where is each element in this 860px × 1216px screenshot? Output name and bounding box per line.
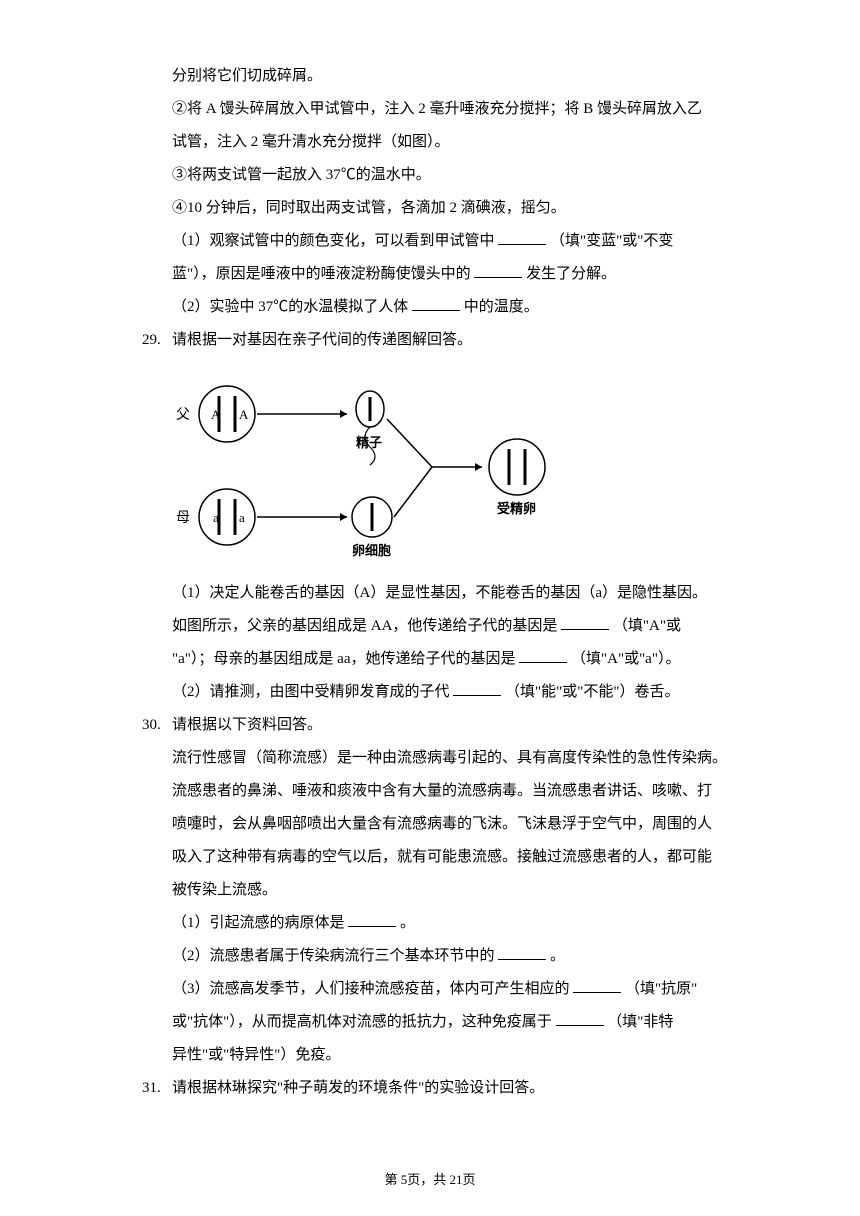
- egg-label: 卵细胞: [352, 543, 391, 558]
- question-29: 29. 请根据一对基因在亲子代间的传递图解回答。: [90, 324, 770, 357]
- text-line: ④10 分钟后，同时取出两支试管，各滴加 2 滴碘液，摇匀。: [172, 192, 770, 225]
- text-line: 流行性感冒（简称流感）是一种由流感病毒引起的、具有高度传染性的急性传染病。: [172, 742, 770, 775]
- allele-a: a: [239, 510, 245, 525]
- sperm-label: 精子: [356, 435, 382, 450]
- fill-blank: [561, 615, 609, 630]
- father-label: 父: [176, 408, 190, 423]
- text-line: 分别将它们切成碎屑。: [172, 60, 770, 93]
- text-span: （填"A"或"a"）。: [567, 651, 680, 667]
- text-span: （填"非特: [604, 1014, 674, 1030]
- question-text: 请根据林琳探究"种子萌发的环境条件"的实验设计回答。: [172, 1072, 770, 1105]
- question-31: 31. 请根据林琳探究"种子萌发的环境条件"的实验设计回答。: [90, 1072, 770, 1105]
- text-line: ③将两支试管一起放入 37℃的温水中。: [172, 159, 770, 192]
- text-line: 蓝"），原因是唾液中的唾液淀粉酶使馒头中的 发生了分解。: [172, 258, 770, 291]
- question-text: 请根据以下资料回答。: [172, 709, 770, 742]
- text-span: （填"抗原": [621, 981, 697, 997]
- fill-blank: [348, 912, 396, 927]
- text-line: （1）引起流感的病原体是 。: [172, 907, 770, 940]
- text-span: （填"能"或"不能"）卷舌。: [501, 684, 679, 700]
- page-content: 分别将它们切成碎屑。 ②将 A 馒头碎屑放入甲试管中，注入 2 毫升唾液充分搅拌…: [90, 60, 770, 1105]
- genetics-diagram: A A 父 精子 a a 母 卵细胞: [172, 369, 770, 569]
- allele-a: a: [213, 510, 219, 525]
- fill-blank: [573, 978, 621, 993]
- text-span: 或"抗体"），从而提高机体对流感的抵抗力，这种免疫属于: [172, 1014, 556, 1030]
- text-span: （填"变蓝"或"不变: [546, 233, 673, 249]
- fill-blank: [412, 296, 460, 311]
- text-line: （2）实验中 37℃的水温模拟了人体 中的温度。: [172, 291, 770, 324]
- fill-blank: [556, 1011, 604, 1026]
- text-line: ②将 A 馒头碎屑放入甲试管中，注入 2 毫升唾液充分搅拌；将 B 馒头碎屑放入…: [172, 93, 770, 126]
- text-line: 喷嚏时，会从鼻咽部喷出大量含有流感病毒的飞沫。飞沫悬浮于空气中，周围的人: [172, 808, 770, 841]
- fill-blank: [453, 681, 501, 696]
- text-span: 。: [546, 948, 565, 964]
- mother-label: 母: [176, 511, 190, 526]
- text-span: （1）引起流感的病原体是: [172, 915, 348, 931]
- text-span: （2）流感患者属于传染病流行三个基本环节中的: [172, 948, 498, 964]
- text-span: 如图所示，父亲的基因组成是 AA，他传递给子代的基因是: [172, 618, 561, 634]
- allele-A: A: [239, 407, 249, 422]
- page-footer: 第 5页，共 21页: [0, 1169, 860, 1188]
- text-line: 试管，注入 2 毫升清水充分搅拌（如图）。: [172, 126, 770, 159]
- text-span: 中的温度。: [460, 299, 539, 315]
- fill-blank: [519, 648, 567, 663]
- question-number: 31.: [142, 1072, 172, 1105]
- zygote-label: 受精卵: [497, 501, 536, 516]
- text-span: （2）实验中 37℃的水温模拟了人体: [172, 299, 412, 315]
- text-span: （3）流感高发季节，人们接种流感疫苗，体内可产生相应的: [172, 981, 573, 997]
- text-line: 被传染上流感。: [172, 874, 770, 907]
- text-line: （1）观察试管中的颜色变化，可以看到甲试管中 （填"变蓝"或"不变: [172, 225, 770, 258]
- text-line: 吸入了这种带有病毒的空气以后，就有可能患流感。接触过流感患者的人，都可能: [172, 841, 770, 874]
- text-line: 异性"或"特异性"）免疫。: [172, 1039, 770, 1072]
- fill-blank: [498, 230, 546, 245]
- question-30: 30. 请根据以下资料回答。: [90, 709, 770, 742]
- text-span: 蓝"），原因是唾液中的唾液淀粉酶使馒头中的: [172, 266, 474, 282]
- text-span: 发生了分解。: [522, 266, 616, 282]
- allele-A: A: [211, 407, 221, 422]
- text-line: 如图所示，父亲的基因组成是 AA，他传递给子代的基因是 （填"A"或: [172, 610, 770, 643]
- text-line: 流感患者的鼻涕、唾液和痰液中含有大量的流感病毒。当流感患者讲话、咳嗽、打: [172, 775, 770, 808]
- text-line: （2）流感患者属于传染病流行三个基本环节中的 。: [172, 940, 770, 973]
- text-line: 或"抗体"），从而提高机体对流感的抵抗力，这种免疫属于 （填"非特: [172, 1006, 770, 1039]
- question-number: 29.: [142, 324, 172, 357]
- question-text: 请根据一对基因在亲子代间的传递图解回答。: [172, 324, 770, 357]
- text-line: （2）请推测，由图中受精卵发育成的子代 （填"能"或"不能"）卷舌。: [172, 676, 770, 709]
- text-span: （1）观察试管中的颜色变化，可以看到甲试管中: [172, 233, 498, 249]
- text-line: （1）决定人能卷舌的基因（A）是显性基因，不能卷舌的基因（a）是隐性基因。: [172, 577, 770, 610]
- fill-blank: [474, 263, 522, 278]
- text-span: 。: [396, 915, 415, 931]
- text-line: "a"）；母亲的基因组成是 aa，她传递给子代的基因是 （填"A"或"a"）。: [172, 643, 770, 676]
- text-span: （填"A"或: [609, 618, 681, 634]
- text-span: "a"）；母亲的基因组成是 aa，她传递给子代的基因是: [172, 651, 519, 667]
- text-span: （2）请推测，由图中受精卵发育成的子代: [172, 684, 453, 700]
- question-number: 30.: [142, 709, 172, 742]
- fill-blank: [498, 945, 546, 960]
- text-line: （3）流感高发季节，人们接种流感疫苗，体内可产生相应的 （填"抗原": [172, 973, 770, 1006]
